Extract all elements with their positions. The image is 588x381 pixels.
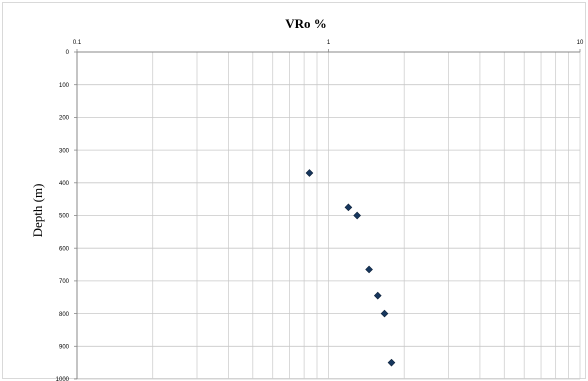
data-points — [305, 169, 396, 367]
y-tick-label: 900 — [59, 345, 70, 351]
y-tick-label: 800 — [59, 312, 70, 318]
y-tick-label: 300 — [59, 148, 70, 154]
y-tick-label: 600 — [59, 246, 70, 252]
y-tick-label: 400 — [59, 181, 70, 187]
data-point — [387, 358, 396, 367]
data-point — [380, 309, 389, 318]
y-tick-label: 1000 — [56, 377, 70, 381]
chart-title: VRo % — [285, 16, 327, 31]
grid — [74, 49, 581, 380]
y-tick-labels: 0 100 200 300 400 500 600 700 800 900 1000 — [56, 50, 70, 381]
y-tick-label: 200 — [59, 116, 70, 122]
y-axis-label: Depth (m) — [30, 184, 45, 238]
x-tick-label: 0.1 — [73, 40, 82, 46]
x-tick-label: 1 — [327, 40, 331, 46]
data-point — [344, 203, 353, 212]
data-point — [305, 169, 314, 177]
data-point — [353, 211, 361, 220]
y-tick-label: 0 — [66, 50, 70, 56]
x-tick-labels: 0.1 1 10 — [73, 40, 584, 46]
data-point — [373, 291, 382, 300]
x-tick-label: 10 — [577, 40, 584, 46]
y-tick-label: 100 — [59, 83, 70, 89]
y-tick-label: 700 — [59, 279, 70, 285]
data-point — [365, 265, 373, 274]
y-tick-label: 500 — [59, 214, 70, 220]
